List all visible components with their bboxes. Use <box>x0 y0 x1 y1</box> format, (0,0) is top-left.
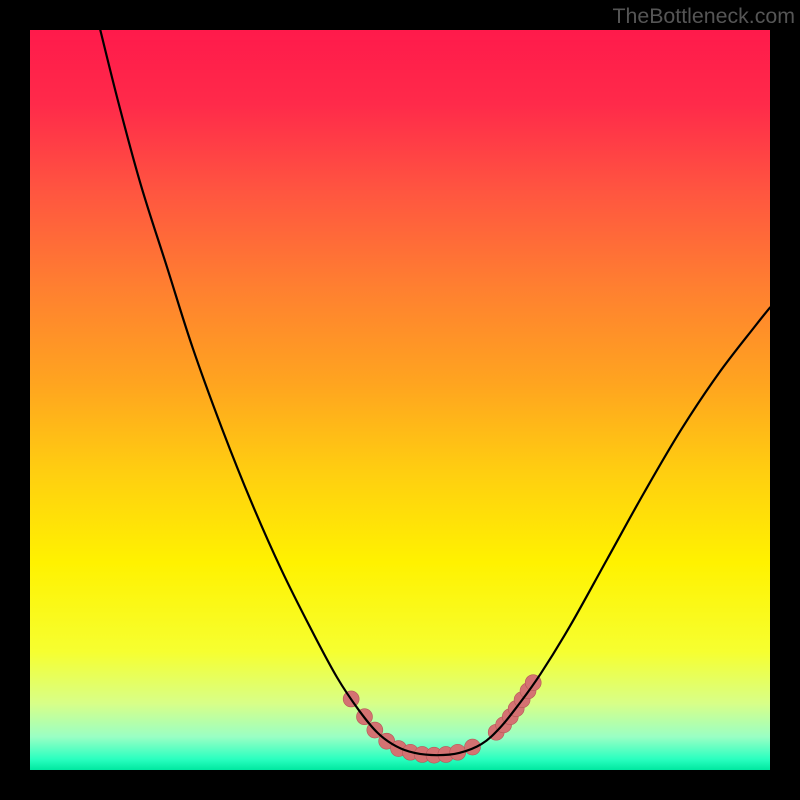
watermark-text: TheBottleneck.com <box>612 4 795 29</box>
plot-svg <box>30 30 770 770</box>
stage: TheBottleneck.com <box>0 0 800 800</box>
marker-group <box>343 675 541 764</box>
plot-area <box>30 30 770 770</box>
v-curve <box>100 30 770 755</box>
